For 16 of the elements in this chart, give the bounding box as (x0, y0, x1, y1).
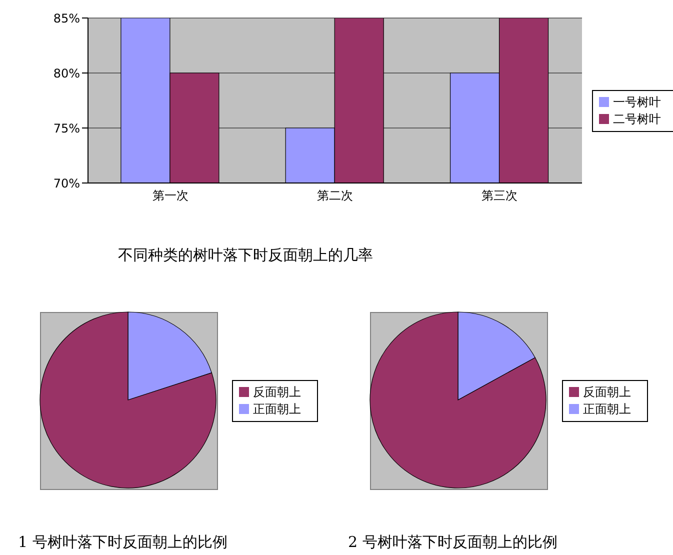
x-tick-label: 第三次 (482, 188, 518, 203)
y-tick-label: 70% (53, 176, 80, 190)
text: 不同种类的树叶落下时反面朝上的几率 (118, 246, 373, 265)
text: 2 号树叶落下时反面朝上的比例 (348, 533, 558, 552)
legend-label: 正面朝上 (583, 402, 631, 416)
legend-label: 二号树叶 (613, 112, 661, 126)
text: 1 号树叶落下时反面朝上的比例 (18, 533, 228, 552)
x-tick-label: 第一次 (152, 188, 188, 203)
legend-label: 正面朝上 (253, 402, 301, 416)
y-tick-label: 85% (53, 11, 80, 26)
legend-label: 反面朝上 (253, 384, 301, 398)
legend-label: 反面朝上 (583, 384, 631, 398)
y-tick-label: 75% (53, 121, 80, 136)
legend-label: 一号树叶 (613, 94, 661, 108)
y-tick-label: 80% (53, 66, 80, 80)
x-tick-label: 第二次 (317, 188, 353, 203)
